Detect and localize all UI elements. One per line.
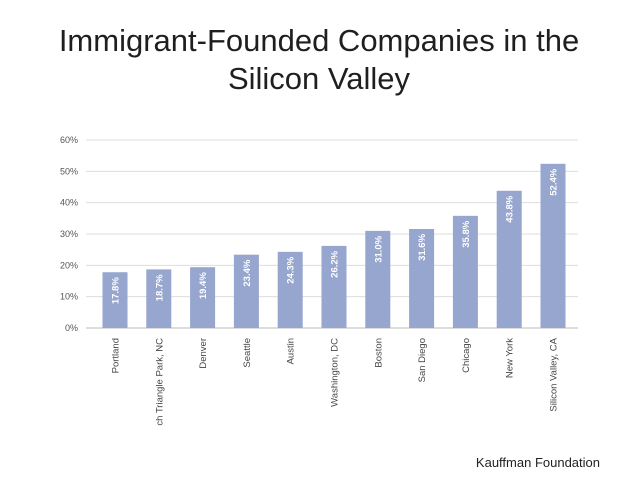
bar [146,269,172,328]
y-axis-ticks: 0% 10% 20% 30% 40% 50% 60% [60,135,78,333]
data-label: 18.7% [154,274,165,301]
y-tick-label: 50% [60,166,78,176]
data-label: 19.4% [198,272,209,299]
slide-title-line1: Immigrant-Founded Companies in the [58,23,580,58]
y-tick-label: 60% [60,135,78,145]
category-label: New York [505,338,516,378]
bar [102,272,128,328]
category-label: Chicago [461,338,472,373]
bar [190,267,216,328]
bar [365,230,391,328]
bar [277,251,303,328]
data-label: 31.0% [373,235,384,262]
bars [102,163,566,328]
slide-title-line2: Silicon Valley [227,61,411,96]
bar [233,254,259,328]
bar [540,163,566,328]
y-tick-label: 30% [60,229,78,239]
data-label: 52.4% [549,168,560,195]
category-label: ch Triangle Park, NC [154,338,165,426]
data-label: 35.8% [461,220,472,247]
bar [496,190,522,328]
bar [452,215,478,328]
category-label: Washington, DC [330,338,341,407]
y-tick-label: 0% [65,323,78,333]
data-labels: 17.8% 18.7% 19.4% 23.4% 24.3% 26.2% 31.0% 31.6%… [111,168,560,304]
category-label: Silicon Valley, CA [549,337,560,411]
category-label: Austin [286,338,297,364]
bar [321,245,347,328]
category-label: Boston [373,338,384,368]
x-axis-categories: Portland ch Triangle Park, NC Denver Seattl… [111,337,560,425]
data-label: 26.2% [330,250,341,277]
data-label: 31.6% [417,233,428,260]
category-label: Portland [111,338,122,373]
source-credit: Kauffman Foundation [475,455,600,470]
data-label: 23.4% [242,259,253,286]
category-label: Denver [198,338,209,369]
y-tick-label: 20% [60,260,78,270]
y-tick-label: 40% [60,198,78,208]
data-label: 43.8% [505,195,516,222]
y-tick-label: 10% [60,292,78,302]
data-label: 24.3% [286,256,297,283]
category-label: San Diego [417,338,428,382]
data-label: 17.8% [111,277,122,304]
category-label: Seattle [242,338,253,368]
slide-title: Immigrant-Founded Companies in the Silic… [0,22,638,98]
bar [409,228,435,328]
